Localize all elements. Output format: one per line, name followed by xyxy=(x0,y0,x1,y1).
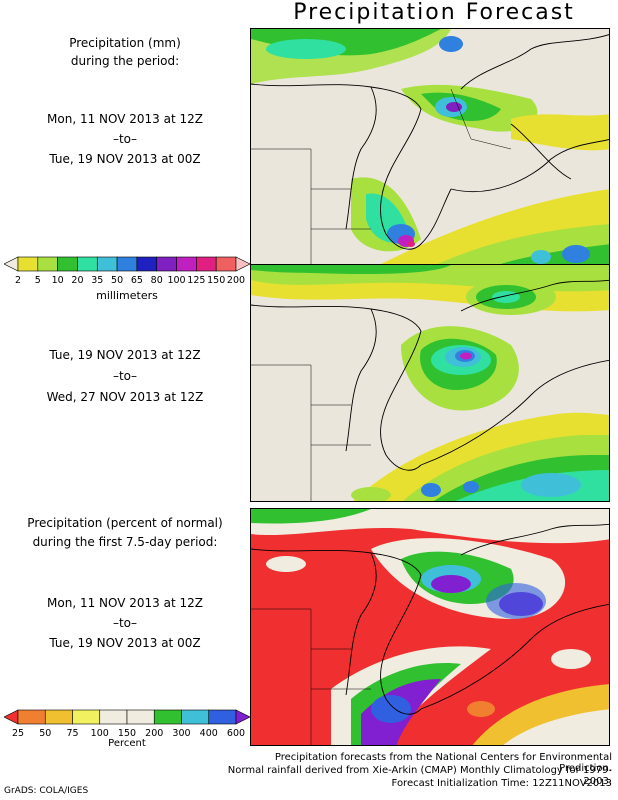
map-percent-of-normal xyxy=(250,508,610,746)
legend-mm-colorbar: 2 5 10 20 35 50 65 80 100 125 150 200 xyxy=(4,256,250,286)
legend-mm-tick-label: 200 xyxy=(227,275,245,286)
legend-percent-swatch xyxy=(72,709,101,725)
legend-mm-tick-label: 35 xyxy=(91,275,103,286)
legend-percent-tick-label: 600 xyxy=(227,728,245,739)
legend-percent-swatch xyxy=(126,709,155,725)
panel2-start-date: Tue, 19 NOV 2013 at 12Z xyxy=(49,348,201,362)
legend-mm-tick-label: 50 xyxy=(111,275,123,286)
panel1-end-date: Tue, 19 NOV 2013 at 00Z xyxy=(49,152,201,166)
legend-percent-tick-label: 200 xyxy=(145,728,163,739)
footer-init-time: Forecast Initialization Time: 12Z11NOV20… xyxy=(391,778,612,789)
legend-percent-swatch xyxy=(99,709,128,725)
legend-percent-swatch xyxy=(181,709,210,725)
legend-mm-tick-label: 20 xyxy=(71,275,83,286)
legend-mm-swatch xyxy=(116,256,138,272)
footer-source-line1: Precipitation forecasts from the Nationa… xyxy=(274,752,612,774)
legend-mm-swatch xyxy=(156,256,177,272)
legend-percent-swatch-high xyxy=(235,709,250,725)
legend-percent: 25 50 75 100 150 200 300 400 600 Percent xyxy=(4,706,250,749)
legend-mm-tick-label: 150 xyxy=(207,275,225,286)
legend-mm-tick-label: 125 xyxy=(187,275,205,286)
panel1-start-date: Mon, 11 NOV 2013 at 12Z xyxy=(47,112,203,126)
legend-percent-swatch xyxy=(17,709,46,725)
legend-mm-swatch-low xyxy=(4,256,19,272)
legend-mm-swatch xyxy=(77,256,98,272)
legend-mm-swatch xyxy=(196,256,217,272)
legend-mm-swatch xyxy=(136,256,158,272)
panel3-separator: –to– xyxy=(112,616,138,630)
legend-percent-swatch xyxy=(44,709,73,725)
legend-mm-tick-label: 5 xyxy=(35,275,41,286)
panel2-end-date: Wed, 27 NOV 2013 at 12Z xyxy=(46,390,204,404)
legend-percent-swatch xyxy=(208,709,237,725)
legend-mm-swatch xyxy=(215,256,237,272)
legend-mm-swatch xyxy=(57,256,78,272)
legend-mm-swatch xyxy=(37,256,58,272)
legend-percent-tick-label: 150 xyxy=(118,728,136,739)
legend-percent-tick-label: 300 xyxy=(172,728,190,739)
legend-mm-tick-label: 80 xyxy=(151,275,163,286)
map-precip-week2 xyxy=(250,264,610,502)
legend-percent-colorbar: 25 50 75 100 150 200 300 400 600 xyxy=(4,709,250,739)
legend-mm-tick-label: 65 xyxy=(131,275,143,286)
legend-mm-tick-label: 100 xyxy=(167,275,185,286)
map-precip-week1 xyxy=(250,28,610,266)
panel2-separator: –to– xyxy=(112,369,138,383)
legend-mm-tick-label: 10 xyxy=(52,275,64,286)
legend-mm-tick-label: 2 xyxy=(15,275,21,286)
legend-mm-swatch xyxy=(96,256,118,272)
legend-mm-swatch-high xyxy=(235,256,250,272)
panel1-heading-line2: during the period: xyxy=(70,54,180,68)
legend-percent-tick-label: 50 xyxy=(39,728,51,739)
legend-millimeters: 2 5 10 20 35 50 65 80 100 125 150 200 millimeters xyxy=(4,253,250,302)
legend-percent-swatch-low xyxy=(4,709,19,725)
legend-mm-swatch xyxy=(17,256,39,272)
footer-credit: GrADS: COLA/IGES xyxy=(4,786,89,796)
legend-percent-tick-label: 100 xyxy=(91,728,109,739)
panel3-heading-line2: during the first 7.5-day period: xyxy=(32,535,218,549)
footer-source-line2: Normal rainfall derived from Xie-Arkin (… xyxy=(227,765,612,787)
legend-percent-tick-label: 25 xyxy=(12,728,24,739)
panel1-heading-line1: Precipitation (mm) xyxy=(69,36,181,50)
legend-percent-swatch xyxy=(153,709,182,725)
legend-mm-unit: millimeters xyxy=(96,289,158,302)
legend-percent-tick-label: 75 xyxy=(66,728,78,739)
legend-percent-unit: Percent xyxy=(108,738,146,749)
panel3-end-date: Tue, 19 NOV 2013 at 00Z xyxy=(49,636,201,650)
legend-mm-swatch xyxy=(176,256,197,272)
legend-percent-tick-label: 400 xyxy=(200,728,218,739)
panel1-separator: –to– xyxy=(112,132,138,146)
panel3-start-date: Mon, 11 NOV 2013 at 12Z xyxy=(47,596,203,610)
panel3-heading-line1: Precipitation (percent of normal) xyxy=(27,516,223,530)
page-title: Precipitation Forecast xyxy=(293,0,575,25)
